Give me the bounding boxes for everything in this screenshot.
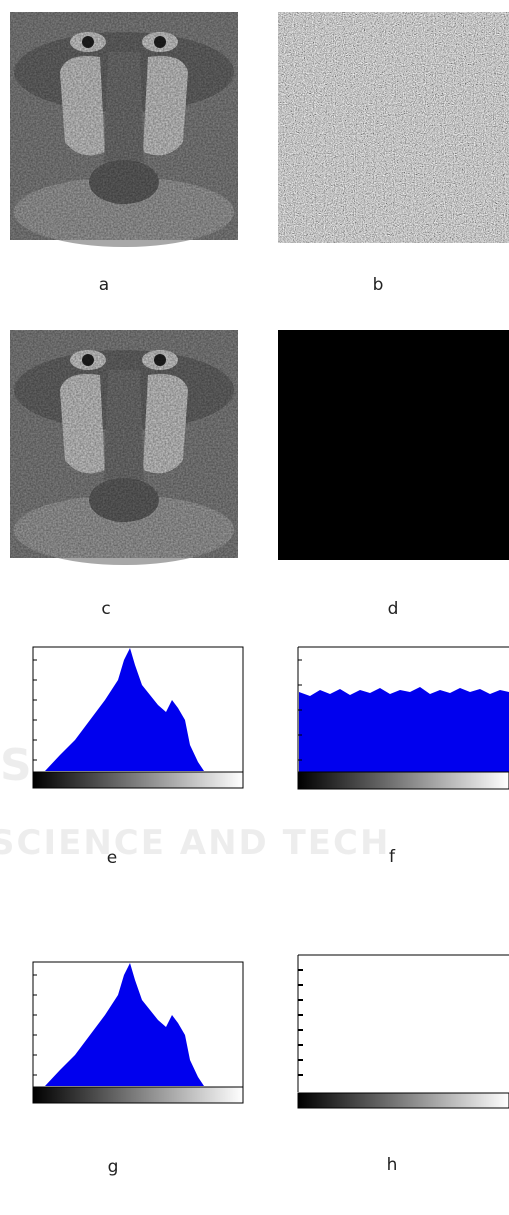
image-difference <box>278 330 509 560</box>
panel-label: d <box>388 599 399 619</box>
panel-label: a <box>99 275 109 295</box>
watermark: SCIENCE AND TECH <box>0 823 390 863</box>
panel-label: b <box>373 275 384 295</box>
histogram <box>297 646 509 790</box>
image-encrypted <box>278 12 509 243</box>
panel-label: c <box>101 599 110 619</box>
histogram <box>297 954 509 1109</box>
panel-label: f <box>389 847 396 867</box>
panel-label: h <box>387 1155 398 1175</box>
panel-label: g <box>108 1157 119 1177</box>
histogram <box>32 646 244 789</box>
panel-label: e <box>107 848 117 868</box>
image-original <box>10 12 238 247</box>
image-decrypted <box>10 330 238 565</box>
histogram <box>32 961 244 1104</box>
